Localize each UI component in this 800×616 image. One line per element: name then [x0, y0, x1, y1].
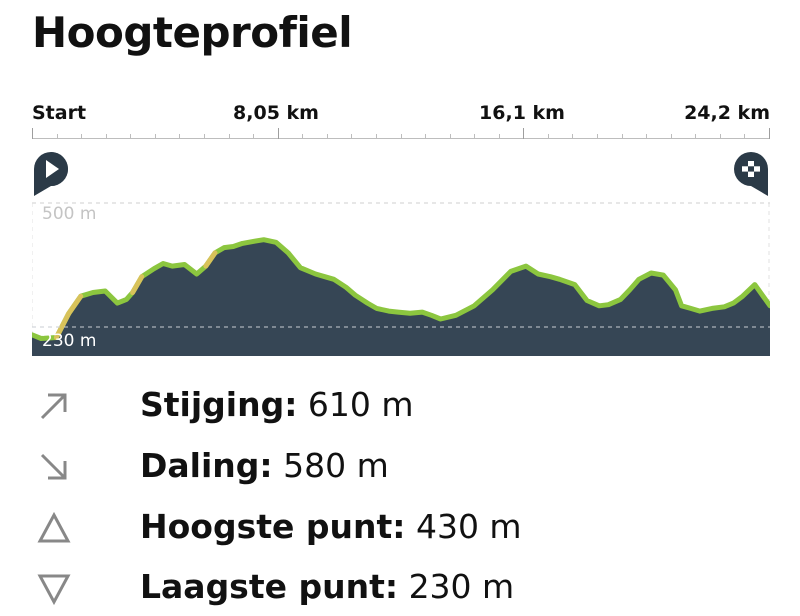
stat-ascent-label: Stijging: — [140, 385, 298, 424]
distance-axis-tick — [57, 134, 58, 139]
stat-ascent: Stijging: 610 m — [0, 380, 800, 430]
stat-highest-value: 430 m — [415, 507, 522, 546]
max-elevation-label: 500 m — [42, 204, 97, 224]
distance-axis: Start 8,05 km 16,1 km 24,2 km — [32, 98, 770, 144]
distance-axis-tick — [425, 134, 426, 139]
distance-axis-tick — [695, 134, 696, 139]
elevation-line — [29, 237, 773, 341]
distance-axis-tick — [646, 134, 647, 139]
start-marker[interactable] — [32, 150, 70, 198]
checkered-flag-icon — [734, 152, 768, 196]
stat-ascent-value: 610 m — [307, 385, 414, 424]
distance-axis-tick — [450, 134, 451, 139]
distance-axis-tick — [376, 134, 377, 139]
steep-segment — [130, 274, 145, 296]
distance-axis-tick — [179, 134, 180, 139]
distance-label-8km: 8,05 km — [233, 102, 319, 124]
steep-segment — [53, 311, 72, 340]
distance-axis-tick — [130, 134, 131, 139]
distance-axis-tick — [81, 134, 82, 139]
distance-axis-tick — [204, 134, 205, 139]
distance-axis-tick — [253, 134, 254, 139]
min-elevation-label: 230 m — [42, 331, 97, 351]
stat-highest-label: Hoogste punt: — [140, 507, 406, 546]
distance-axis-tick — [401, 134, 402, 139]
stat-descent-value: 580 m — [283, 446, 389, 485]
stat-lowest: Laagste punt: 230 m — [0, 562, 800, 612]
elevation-area — [32, 239, 770, 356]
finish-marker[interactable] — [732, 150, 770, 198]
distance-axis-tick — [720, 134, 721, 139]
steep-segment — [203, 250, 218, 269]
distance-axis-tick — [671, 134, 672, 139]
distance-axis-tick — [499, 134, 500, 139]
distance-axis-tick — [229, 134, 230, 139]
stat-descent: Daling: 580 m — [0, 441, 800, 491]
elevation-profile-svg — [29, 202, 773, 356]
stat-lowest-label: Laagste punt: — [140, 567, 399, 606]
distance-label-16km: 16,1 km — [479, 102, 565, 124]
distance-axis-tick — [474, 134, 475, 139]
distance-axis-tick — [572, 134, 573, 139]
distance-axis-tick — [548, 134, 549, 139]
stat-highest: Hoogste punt: 430 m — [0, 502, 800, 552]
distance-axis-tick — [155, 134, 156, 139]
distance-axis-tick — [622, 134, 623, 139]
lowest-point-icon — [37, 574, 71, 606]
distance-axis-tick — [744, 134, 745, 139]
distance-axis-tick — [523, 128, 524, 139]
elevation-profile-chart[interactable]: 500 m 230 m — [29, 200, 773, 356]
distance-axis-tick — [327, 134, 328, 139]
distance-axis-tick — [597, 134, 598, 139]
distance-axis-tick — [351, 134, 352, 139]
highest-point-icon — [37, 511, 71, 543]
distance-label-start: Start — [32, 102, 87, 124]
distance-axis-tick — [32, 128, 33, 139]
distance-axis-tick — [769, 128, 770, 139]
descent-arrow-icon — [40, 453, 67, 480]
distance-axis-tick — [302, 134, 303, 139]
distance-axis-tick — [106, 134, 107, 139]
page-title: Hoogteprofiel — [32, 8, 353, 57]
play-icon — [34, 152, 68, 196]
distance-axis-tick — [278, 128, 279, 139]
stat-lowest-value: 230 m — [408, 567, 515, 606]
stat-descent-label: Daling: — [140, 446, 273, 485]
steep-segments — [53, 250, 218, 340]
ascent-arrow-icon — [40, 393, 67, 420]
steep-segment — [66, 293, 84, 317]
distance-label-24km: 24,2 km — [684, 102, 770, 124]
